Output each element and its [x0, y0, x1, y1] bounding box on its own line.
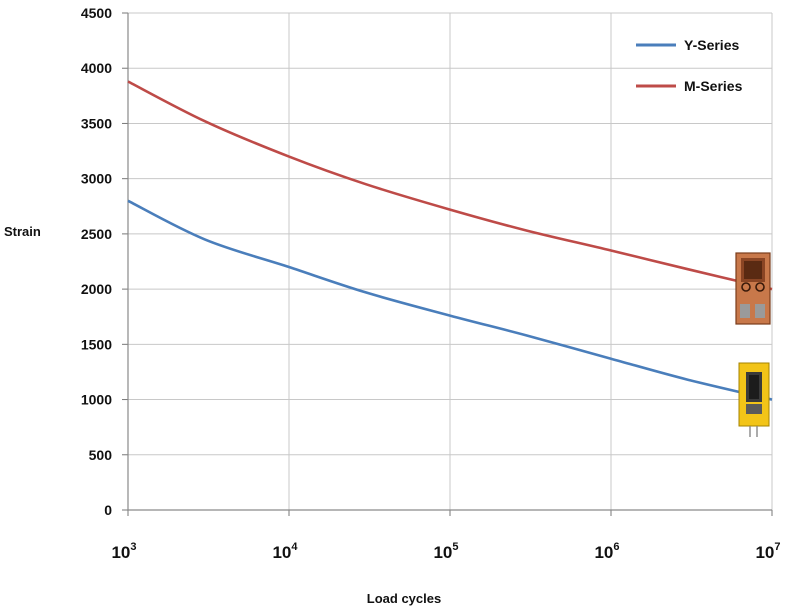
- x-tick-label: 103: [111, 541, 136, 562]
- y-series-strain-gauge-image: [738, 362, 770, 437]
- x-tick-exponent: 7: [774, 541, 780, 553]
- series-line-y-series: [127, 199, 773, 401]
- x-tick-exponent: 3: [130, 541, 136, 553]
- x-tick-base: 10: [594, 543, 613, 562]
- x-tick-exponent: 6: [613, 541, 619, 553]
- y-tick-label: 0: [104, 502, 112, 518]
- y-tick-label: 1000: [81, 392, 112, 408]
- y-tick-label: 3500: [81, 115, 112, 131]
- x-axis-title: Load cycles: [367, 591, 441, 606]
- x-tick-base: 10: [755, 543, 774, 562]
- legend-label-y-series: Y-Series: [684, 37, 739, 53]
- x-tick-label: 105: [433, 541, 458, 562]
- x-tick-label: 104: [272, 541, 298, 562]
- series-layer: [127, 80, 773, 401]
- y-tick-label: 4500: [81, 5, 112, 21]
- y-axis-title: Strain: [4, 224, 41, 239]
- series-line-m-series: [127, 80, 773, 291]
- y-tick-label: 500: [89, 447, 113, 463]
- x-tick-exponent: 5: [452, 541, 458, 553]
- y-tick-label: 2500: [81, 226, 112, 242]
- y-tick-label: 4000: [81, 60, 112, 76]
- x-tick-base: 10: [111, 543, 130, 562]
- m-series-strain-gauge-image: [735, 252, 771, 325]
- x-tick-base: 10: [272, 543, 291, 562]
- grid-layer: [127, 12, 773, 511]
- x-tick-base: 10: [433, 543, 452, 562]
- x-tick-label: 106: [594, 541, 619, 562]
- legend-label-m-series: M-Series: [684, 78, 743, 94]
- gauge-image-layer: [735, 252, 771, 437]
- y-tick-label: 1500: [81, 336, 112, 352]
- x-tick-label: 107: [755, 541, 780, 562]
- legend: Y-Series M-Series: [636, 37, 743, 94]
- y-tick-label: 3000: [81, 171, 112, 187]
- y-tick-label: 2000: [81, 281, 112, 297]
- x-tick-exponent: 4: [291, 541, 298, 553]
